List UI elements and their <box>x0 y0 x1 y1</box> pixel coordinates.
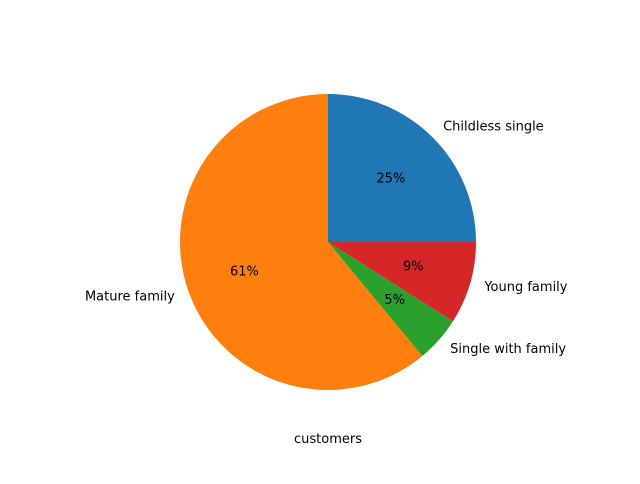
slice-pct-young-family: 9% <box>403 259 424 274</box>
x-axis-label: customers <box>294 432 362 447</box>
pie-slice-single-with-family <box>328 242 453 357</box>
slice-label-single-with-family: Single with family <box>450 342 566 357</box>
slice-label-mature-family: Mature family <box>85 290 175 305</box>
pie-slice-mature-family <box>180 94 423 391</box>
pie-slices <box>180 94 476 391</box>
slice-pct-mature-family: 61% <box>230 265 259 280</box>
pie-labels: Childless single 25% Mature family 61% Singl… <box>85 119 568 357</box>
pie-slice-young-family <box>328 242 476 322</box>
slice-pct-childless-single: 25% <box>376 172 405 187</box>
slice-label-childless-single: Childless single <box>443 119 544 134</box>
slice-label-young-family: Young family <box>483 280 567 295</box>
pie-slice-childless-single <box>328 94 476 242</box>
slice-pct-single-with-family: 5% <box>384 293 405 308</box>
